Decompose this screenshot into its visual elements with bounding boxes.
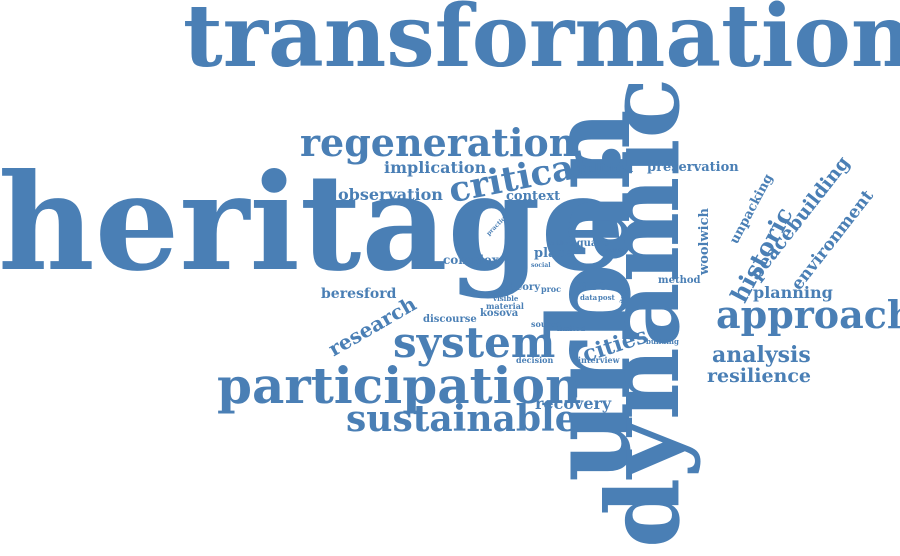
word-proc: proc [541, 284, 562, 294]
word-transformation: transformation [183, 0, 900, 87]
word-decision: decision [516, 355, 554, 365]
word-regeneration: regeneration [300, 120, 577, 165]
word-square: square [571, 238, 610, 249]
word-theory: theory [504, 282, 541, 293]
word-case: case [571, 276, 608, 294]
word-dynamic: dynamic [584, 77, 702, 548]
word-participation: participation [217, 356, 582, 415]
word-system: system [393, 318, 556, 367]
word-place: place [534, 246, 573, 261]
word-method: method [658, 275, 701, 286]
word-planning: planning [753, 283, 833, 302]
word-woolwich: woolwich [697, 208, 712, 275]
word-building: building [646, 337, 679, 346]
word-visible: visible [493, 294, 519, 303]
word-context: context [506, 189, 561, 204]
word-public: public [547, 240, 568, 247]
word-recovery: recovery [535, 394, 612, 413]
word-analysis: analysis [712, 342, 811, 368]
word-heritage: heritage [0, 145, 626, 301]
word-kosova: kosova [480, 308, 519, 319]
word-implication: implication [384, 158, 487, 177]
word-preservation: preservation [647, 160, 739, 175]
word-resilience: resilience [707, 365, 812, 387]
word-discourse: discourse [423, 314, 477, 325]
word-interview: interview [578, 355, 620, 365]
word-limited: limited [557, 324, 585, 333]
word-social: social [531, 262, 551, 269]
word-data: data [580, 293, 598, 302]
word-complex: complex [443, 253, 499, 267]
word-approach: approach [716, 292, 900, 337]
word-source: source [531, 319, 561, 329]
word-beresford: beresford [321, 286, 397, 302]
word-post: post [598, 293, 615, 302]
word-observation: observation [338, 185, 443, 204]
word-survey: survey [606, 247, 628, 254]
word-political: political [578, 161, 634, 175]
word-sustainable: sustainable [346, 398, 578, 440]
word-material: material [486, 301, 524, 311]
